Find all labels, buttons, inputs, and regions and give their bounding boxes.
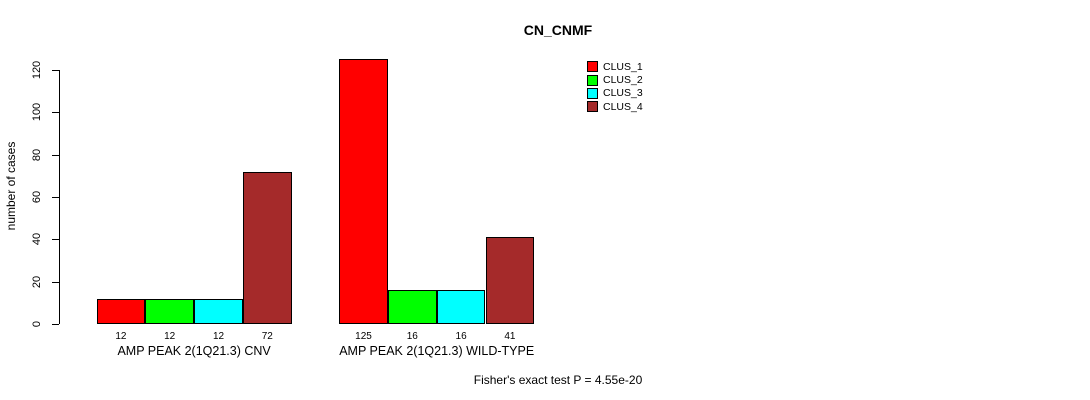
bar-clus_4	[242, 171, 292, 324]
bar-clus_1	[96, 298, 146, 324]
bar-value-label: 12	[164, 331, 176, 342]
y-axis-line	[59, 70, 60, 324]
legend-swatch	[587, 61, 598, 73]
bar-clus_1	[339, 59, 388, 324]
y-tick-label: 40	[31, 233, 43, 246]
legend-swatch	[587, 74, 598, 86]
bar-clus_2	[145, 298, 195, 324]
legend-item: CLUS_4	[587, 100, 643, 113]
legend-item-label: CLUS_2	[603, 74, 643, 87]
legend-item: CLUS_3	[587, 87, 643, 100]
y-tick-label: 80	[31, 148, 43, 161]
y-tick	[52, 112, 59, 114]
legend-item: CLUS_2	[587, 73, 643, 86]
bar-value-label: 125	[355, 331, 372, 342]
bar-value-label: 12	[115, 331, 127, 342]
y-tick-label: 120	[31, 60, 43, 80]
y-axis-label: number of cases	[4, 141, 18, 231]
y-tick	[52, 70, 59, 71]
y-tick-label: 100	[31, 103, 43, 122]
bar-value-label: 16	[455, 331, 467, 342]
legend-swatch	[587, 87, 598, 99]
y-tick	[52, 154, 59, 156]
bar-value-label: 41	[504, 331, 516, 342]
bar-clus_4	[485, 237, 535, 324]
group-label: AMP PEAK 2(1Q21.3) WILD-TYPE	[339, 344, 535, 358]
y-tick-label: 20	[31, 275, 43, 288]
group-label: AMP PEAK 2(1Q21.3) CNV	[117, 344, 271, 358]
legend-item-label: CLUS_1	[603, 60, 643, 73]
bar-clus_3	[436, 290, 486, 324]
y-tick-label: 60	[31, 190, 43, 204]
bar-clus_2	[387, 290, 437, 324]
y-tick	[52, 281, 59, 283]
legend-item-label: CLUS_3	[603, 87, 643, 100]
bar-value-label: 12	[212, 331, 225, 342]
legend-swatch	[587, 101, 598, 113]
fisher-test-annotation: Fisher's exact test P = 4.55e-20	[473, 373, 643, 387]
y-tick	[52, 239, 59, 241]
bar-clus_3	[194, 298, 243, 324]
chart-title: CN_CNMF	[523, 22, 593, 38]
legend-item: CLUS_1	[587, 60, 643, 73]
y-tick	[52, 324, 59, 325]
bar-value-label: 72	[261, 331, 273, 342]
legend: CLUS_1 CLUS_2 CLUS_3 CLUS_4	[587, 60, 643, 114]
bar-value-label: 16	[406, 331, 418, 342]
y-tick-label: 0	[31, 320, 43, 328]
legend-item-label: CLUS_4	[603, 100, 643, 113]
y-tick	[52, 197, 59, 198]
